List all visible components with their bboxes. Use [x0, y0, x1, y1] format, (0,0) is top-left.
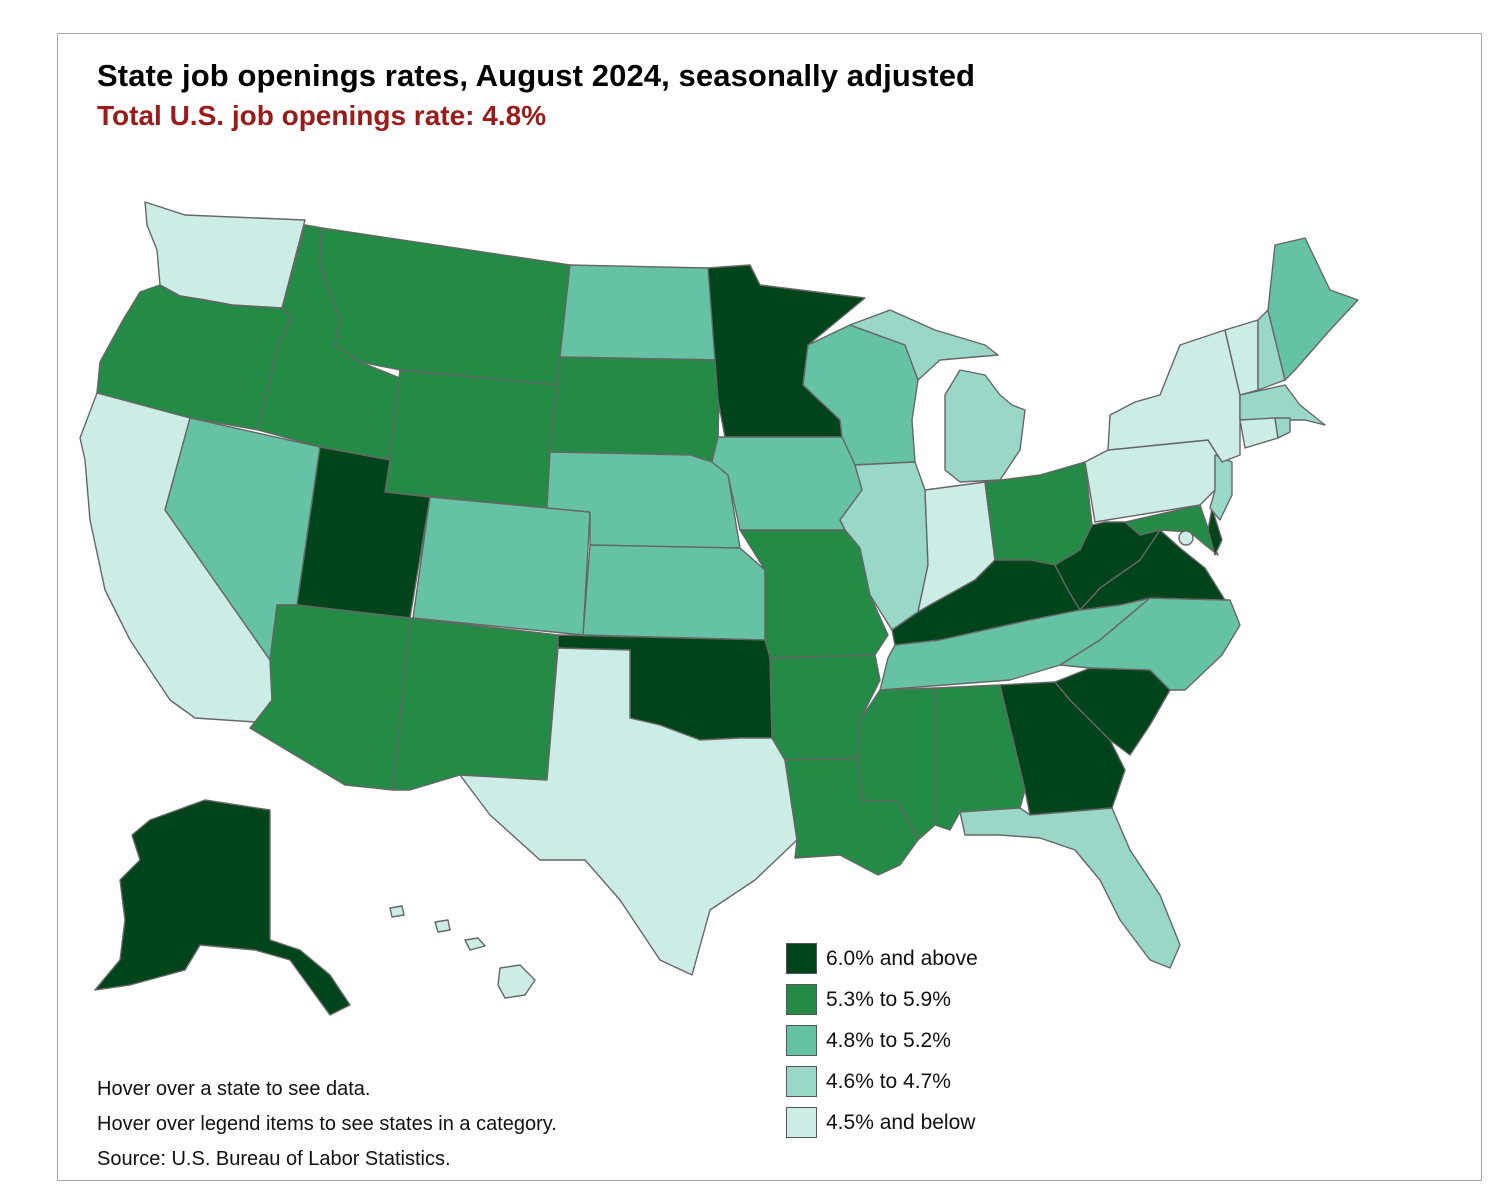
state-connecticut[interactable]	[1239, 417, 1279, 449]
legend-swatch	[786, 984, 817, 1015]
legend-item-4-8-to-5-2[interactable]: 4.8% to 5.2%	[786, 1020, 978, 1061]
legend-label: 6.0% and above	[826, 946, 978, 970]
state-new-york[interactable]	[1107, 329, 1241, 463]
state-kansas[interactable]	[582, 544, 766, 641]
state-michigan-lower[interactable]	[944, 369, 1026, 483]
state-maryland[interactable]	[1124, 504, 1219, 556]
legend-swatch	[786, 1025, 817, 1056]
state-texas[interactable]	[459, 647, 798, 976]
legend-label: 4.8% to 5.2%	[826, 1028, 951, 1052]
legend-item-6plus[interactable]: 6.0% and above	[786, 938, 978, 979]
legend: 6.0% and above 5.3% to 5.9% 4.8% to 5.2%…	[786, 938, 978, 1143]
state-maine[interactable]	[1267, 237, 1359, 381]
state-delaware[interactable]	[1207, 507, 1223, 556]
state-michigan-upper[interactable]	[849, 309, 999, 381]
state-new-jersey[interactable]	[1209, 454, 1233, 521]
map-subtitle: Total U.S. job openings rate: 4.8%	[97, 100, 547, 131]
state-arizona[interactable]	[249, 604, 411, 791]
legend-item-4-5-below[interactable]: 4.5% and below	[786, 1102, 978, 1143]
state-illinois[interactable]	[839, 461, 929, 631]
state-wyoming[interactable]	[384, 369, 559, 509]
legend-label: 5.3% to 5.9%	[826, 987, 951, 1011]
state-hawaii[interactable]	[389, 905, 536, 999]
hover-state-note: Hover over a state to see data.	[97, 1078, 371, 1100]
notes: Hover over a state to see data. Hover ov…	[97, 1072, 557, 1177]
legend-swatch	[786, 1066, 817, 1097]
state-new-mexico[interactable]	[392, 617, 559, 791]
state-district-of-columbia[interactable]	[1178, 530, 1194, 546]
legend-swatch	[786, 943, 817, 974]
state-south-dakota[interactable]	[549, 356, 721, 463]
state-colorado[interactable]	[412, 496, 591, 636]
state-rhode-island[interactable]	[1274, 417, 1291, 439]
legend-swatch	[786, 1107, 817, 1138]
state-north-dakota[interactable]	[559, 264, 721, 361]
state-north-carolina[interactable]	[1059, 597, 1241, 691]
map-title: State job openings rates, August 2024, s…	[97, 58, 976, 93]
state-florida[interactable]	[959, 807, 1181, 969]
legend-item-5-3-to-5-9[interactable]: 5.3% to 5.9%	[786, 979, 978, 1020]
state-alaska[interactable]	[94, 799, 351, 1016]
legend-label: 4.5% and below	[826, 1110, 976, 1134]
source-note: Source: U.S. Bureau of Labor Statistics.	[97, 1148, 451, 1170]
hover-legend-note: Hover over legend items to see states in…	[97, 1113, 557, 1135]
legend-item-4-6-to-4-7[interactable]: 4.6% to 4.7%	[786, 1061, 978, 1102]
state-wisconsin[interactable]	[802, 324, 919, 466]
legend-label: 4.6% to 4.7%	[826, 1069, 951, 1093]
